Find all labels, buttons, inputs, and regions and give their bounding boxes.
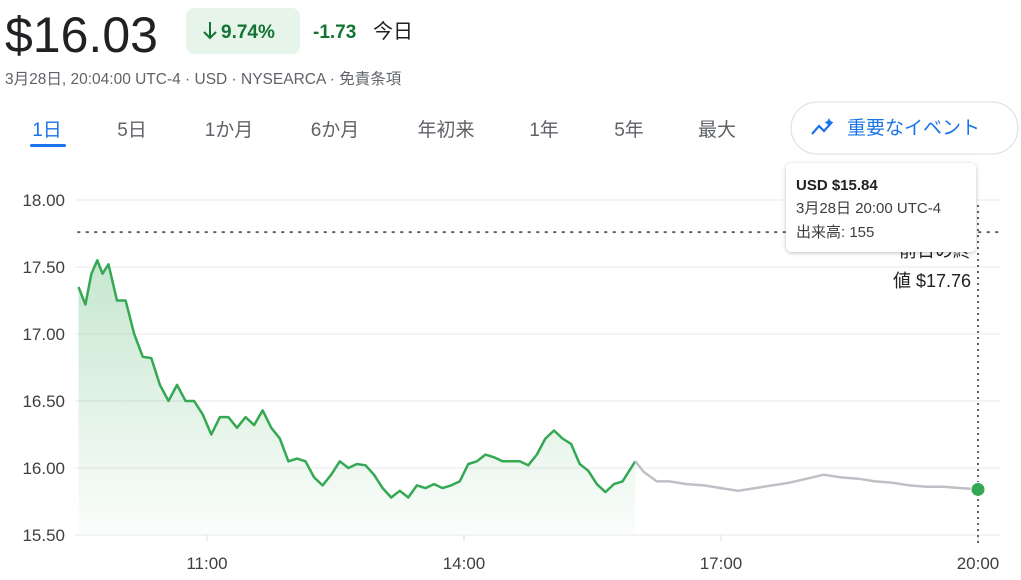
down-arrow-icon xyxy=(203,22,217,40)
hover-point xyxy=(970,481,986,497)
active-tab-indicator xyxy=(30,144,66,147)
range-tab[interactable]: 1か月 xyxy=(205,120,254,141)
y-tick-label: 17.00 xyxy=(22,325,65,344)
tooltip xyxy=(786,163,976,252)
change-value: -1.73 xyxy=(313,22,356,43)
x-tick-label: 11:00 xyxy=(186,554,227,573)
tooltip-time: 3月28日 20:00 UTC-4 xyxy=(796,200,941,217)
y-tick-label: 17.50 xyxy=(22,258,65,277)
events-icon xyxy=(811,121,833,135)
price-line xyxy=(77,259,637,499)
sparkle-icon xyxy=(824,118,834,127)
range-tabs: 1日 5日 1か月 6か月 年初来 1年 5年 最大 xyxy=(30,119,736,147)
range-tab[interactable]: 1年 xyxy=(529,119,559,141)
price-line xyxy=(634,460,979,493)
y-tick-label: 15.50 xyxy=(22,526,65,545)
events-button[interactable] xyxy=(790,101,1019,155)
price-chart: 15.50 16.00 16.50 17.00 17.50 18.00 11:00 14:00… xyxy=(22,191,1001,573)
price: $16.03 xyxy=(5,7,158,63)
range-tab[interactable]: 5年 xyxy=(614,119,644,141)
y-tick-label: 16.00 xyxy=(22,459,65,478)
tooltip-box xyxy=(786,163,976,252)
x-tick-label: 17:00 xyxy=(700,554,743,573)
events-label: 重要なイベント xyxy=(847,117,980,139)
meta-info: 3月28日, 20:04:00 UTC-4 · USD · NYSEARCA ·… xyxy=(5,70,402,88)
x-tick-label: 14:00 xyxy=(443,554,486,573)
range-tab[interactable]: 5日 xyxy=(117,120,147,141)
range-tab[interactable]: 6か月 xyxy=(311,120,360,141)
period: 今日 xyxy=(373,20,413,43)
range-tab[interactable]: 年初来 xyxy=(417,119,474,141)
tooltip-volume: 出来高: 155 xyxy=(796,224,874,241)
y-tick-label: 16.50 xyxy=(22,392,65,411)
change-percent: 9.74% xyxy=(221,22,275,43)
change-badge xyxy=(186,8,300,54)
area xyxy=(78,260,636,535)
y-tick-label: 18.00 xyxy=(22,191,65,210)
x-tick-label: 20:00 xyxy=(957,554,1000,573)
previous-close-label: 値 $17.76 xyxy=(893,271,971,291)
range-tab[interactable]: 1日 xyxy=(32,120,62,141)
range-tab[interactable]: 最大 xyxy=(698,119,736,141)
tooltip-price: USD $15.84 xyxy=(796,177,878,194)
